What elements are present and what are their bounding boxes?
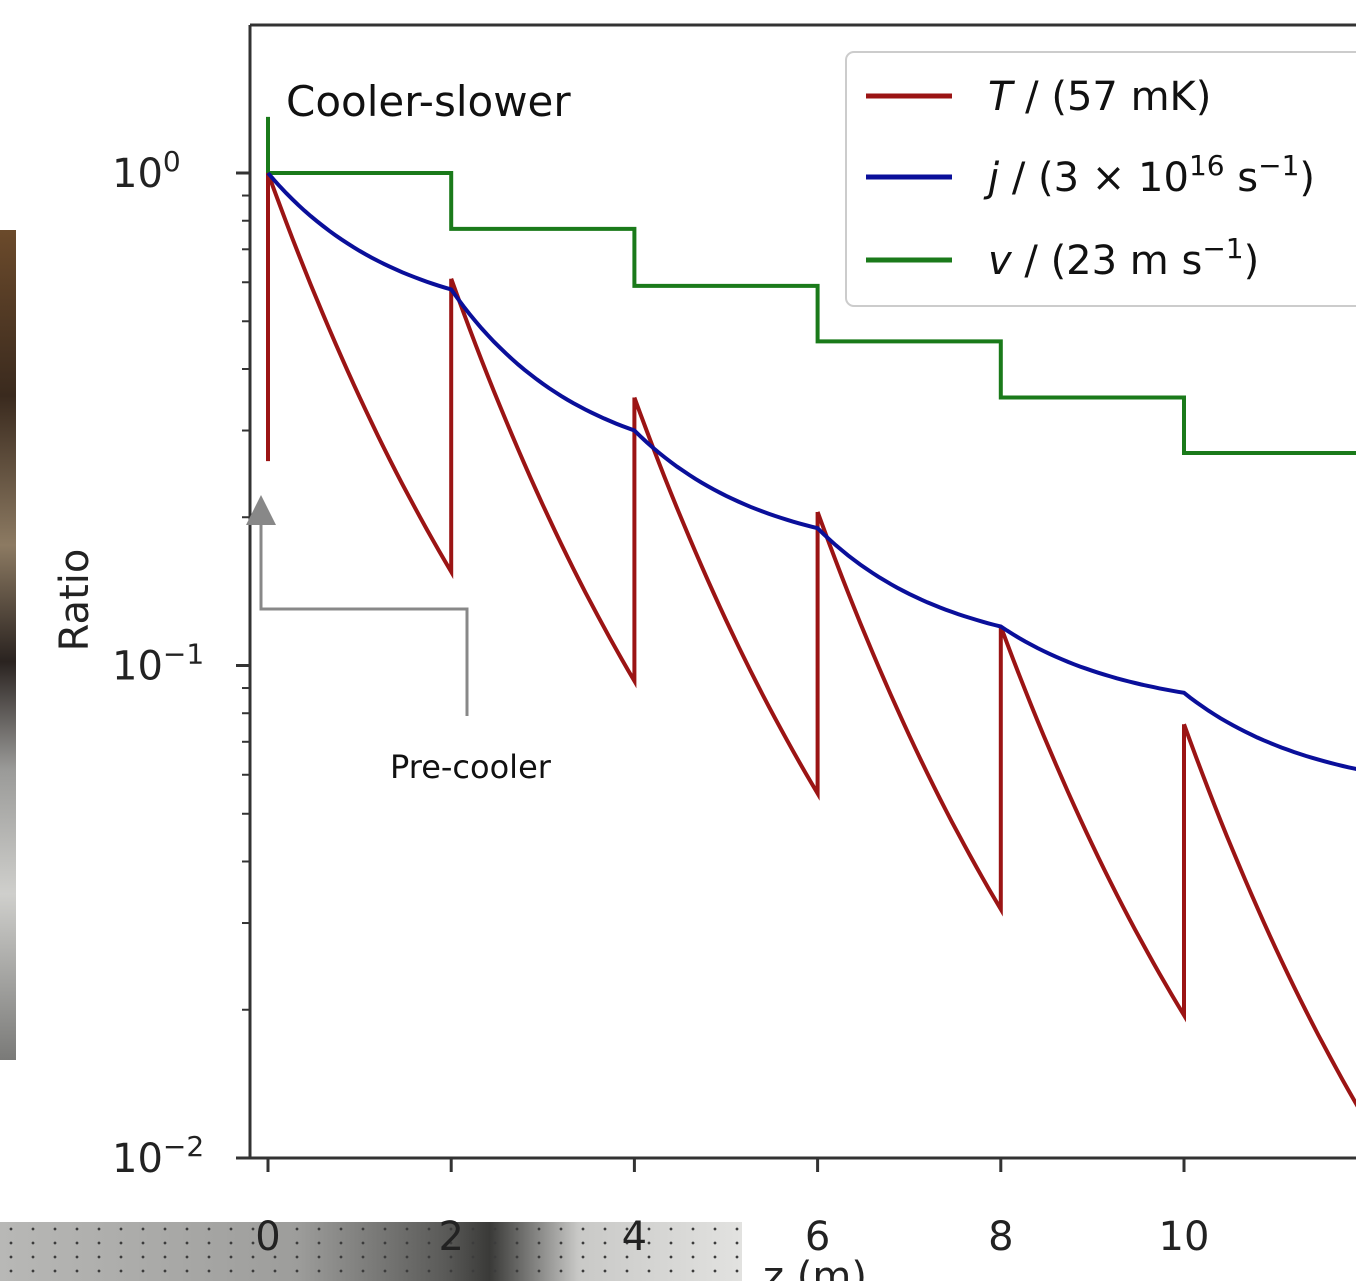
annotation-precooler-arrow: [246, 495, 469, 716]
y-axis-label: Ratio: [52, 549, 98, 652]
legend-entry-T: T / (57 mK): [988, 74, 1211, 120]
x-tick-label: 0: [255, 1214, 280, 1260]
x-tick-label: 10: [1159, 1214, 1210, 1260]
series-T-line: [266, 172, 1356, 1108]
background-photo-bottom-strip: [0, 1222, 742, 1281]
legend-entry-v: v / (23 m s−1): [988, 232, 1259, 284]
legend-entry-j: j / (3 × 1016 s−1): [983, 149, 1315, 201]
x-tick-label: 8: [988, 1214, 1013, 1260]
legend-box: [845, 51, 1356, 307]
background-photo-left-edge: [0, 230, 16, 1060]
series-v-line: [266, 116, 1356, 456]
x-tick-label: 4: [622, 1214, 647, 1260]
series-j-line: [266, 171, 1356, 771]
x-tick-label: 2: [438, 1214, 463, 1260]
y-tick-label: 10−1: [112, 638, 204, 690]
annotation-cooler-slower: Cooler-slower: [286, 77, 571, 126]
x-tick-label: 6: [805, 1214, 830, 1260]
x-axis-label: z (m): [763, 1254, 867, 1281]
y-tick-label: 10−2: [112, 1130, 204, 1182]
annotation-pre-cooler: Pre-cooler: [390, 748, 552, 786]
y-tick-label: 100: [112, 145, 181, 197]
